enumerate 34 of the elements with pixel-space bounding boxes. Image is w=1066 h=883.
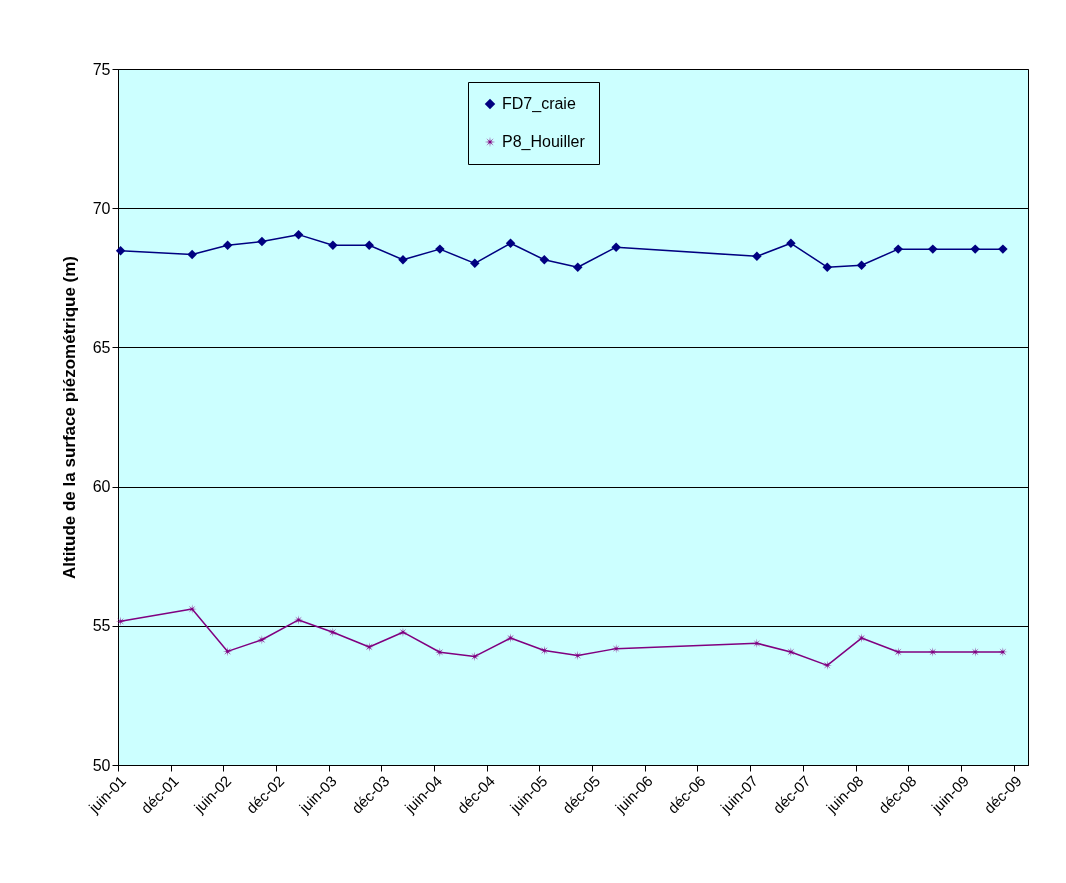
y-tick-label: 60 [92,478,111,496]
y-axis-title: Altitude de la surface piézométrique (m) [59,255,79,580]
y-tick-label: 75 [92,60,111,78]
point [470,651,480,662]
point [893,244,903,254]
point [222,646,233,657]
point [293,229,304,240]
point [539,645,550,656]
point [786,238,796,249]
point [115,246,126,256]
point [222,240,233,250]
point [398,254,408,265]
point [257,236,267,247]
point [928,244,938,254]
point [970,244,980,254]
point [328,240,338,250]
point [470,258,480,269]
point [364,240,374,250]
point [539,254,550,265]
point [822,660,832,671]
point [856,260,867,271]
point [573,650,583,661]
point [611,242,621,252]
point [752,251,762,262]
y-tick-label: 65 [92,338,111,356]
y-tick-label: 50 [92,756,111,774]
y-tick-label: 70 [92,199,111,217]
point [573,262,583,272]
point [505,238,516,249]
legend-label: FD7_craie [502,95,576,113]
point [187,249,197,260]
legend-label: P8_Houiller [502,133,586,151]
point [822,262,832,272]
y-tick-label: 55 [92,617,111,635]
